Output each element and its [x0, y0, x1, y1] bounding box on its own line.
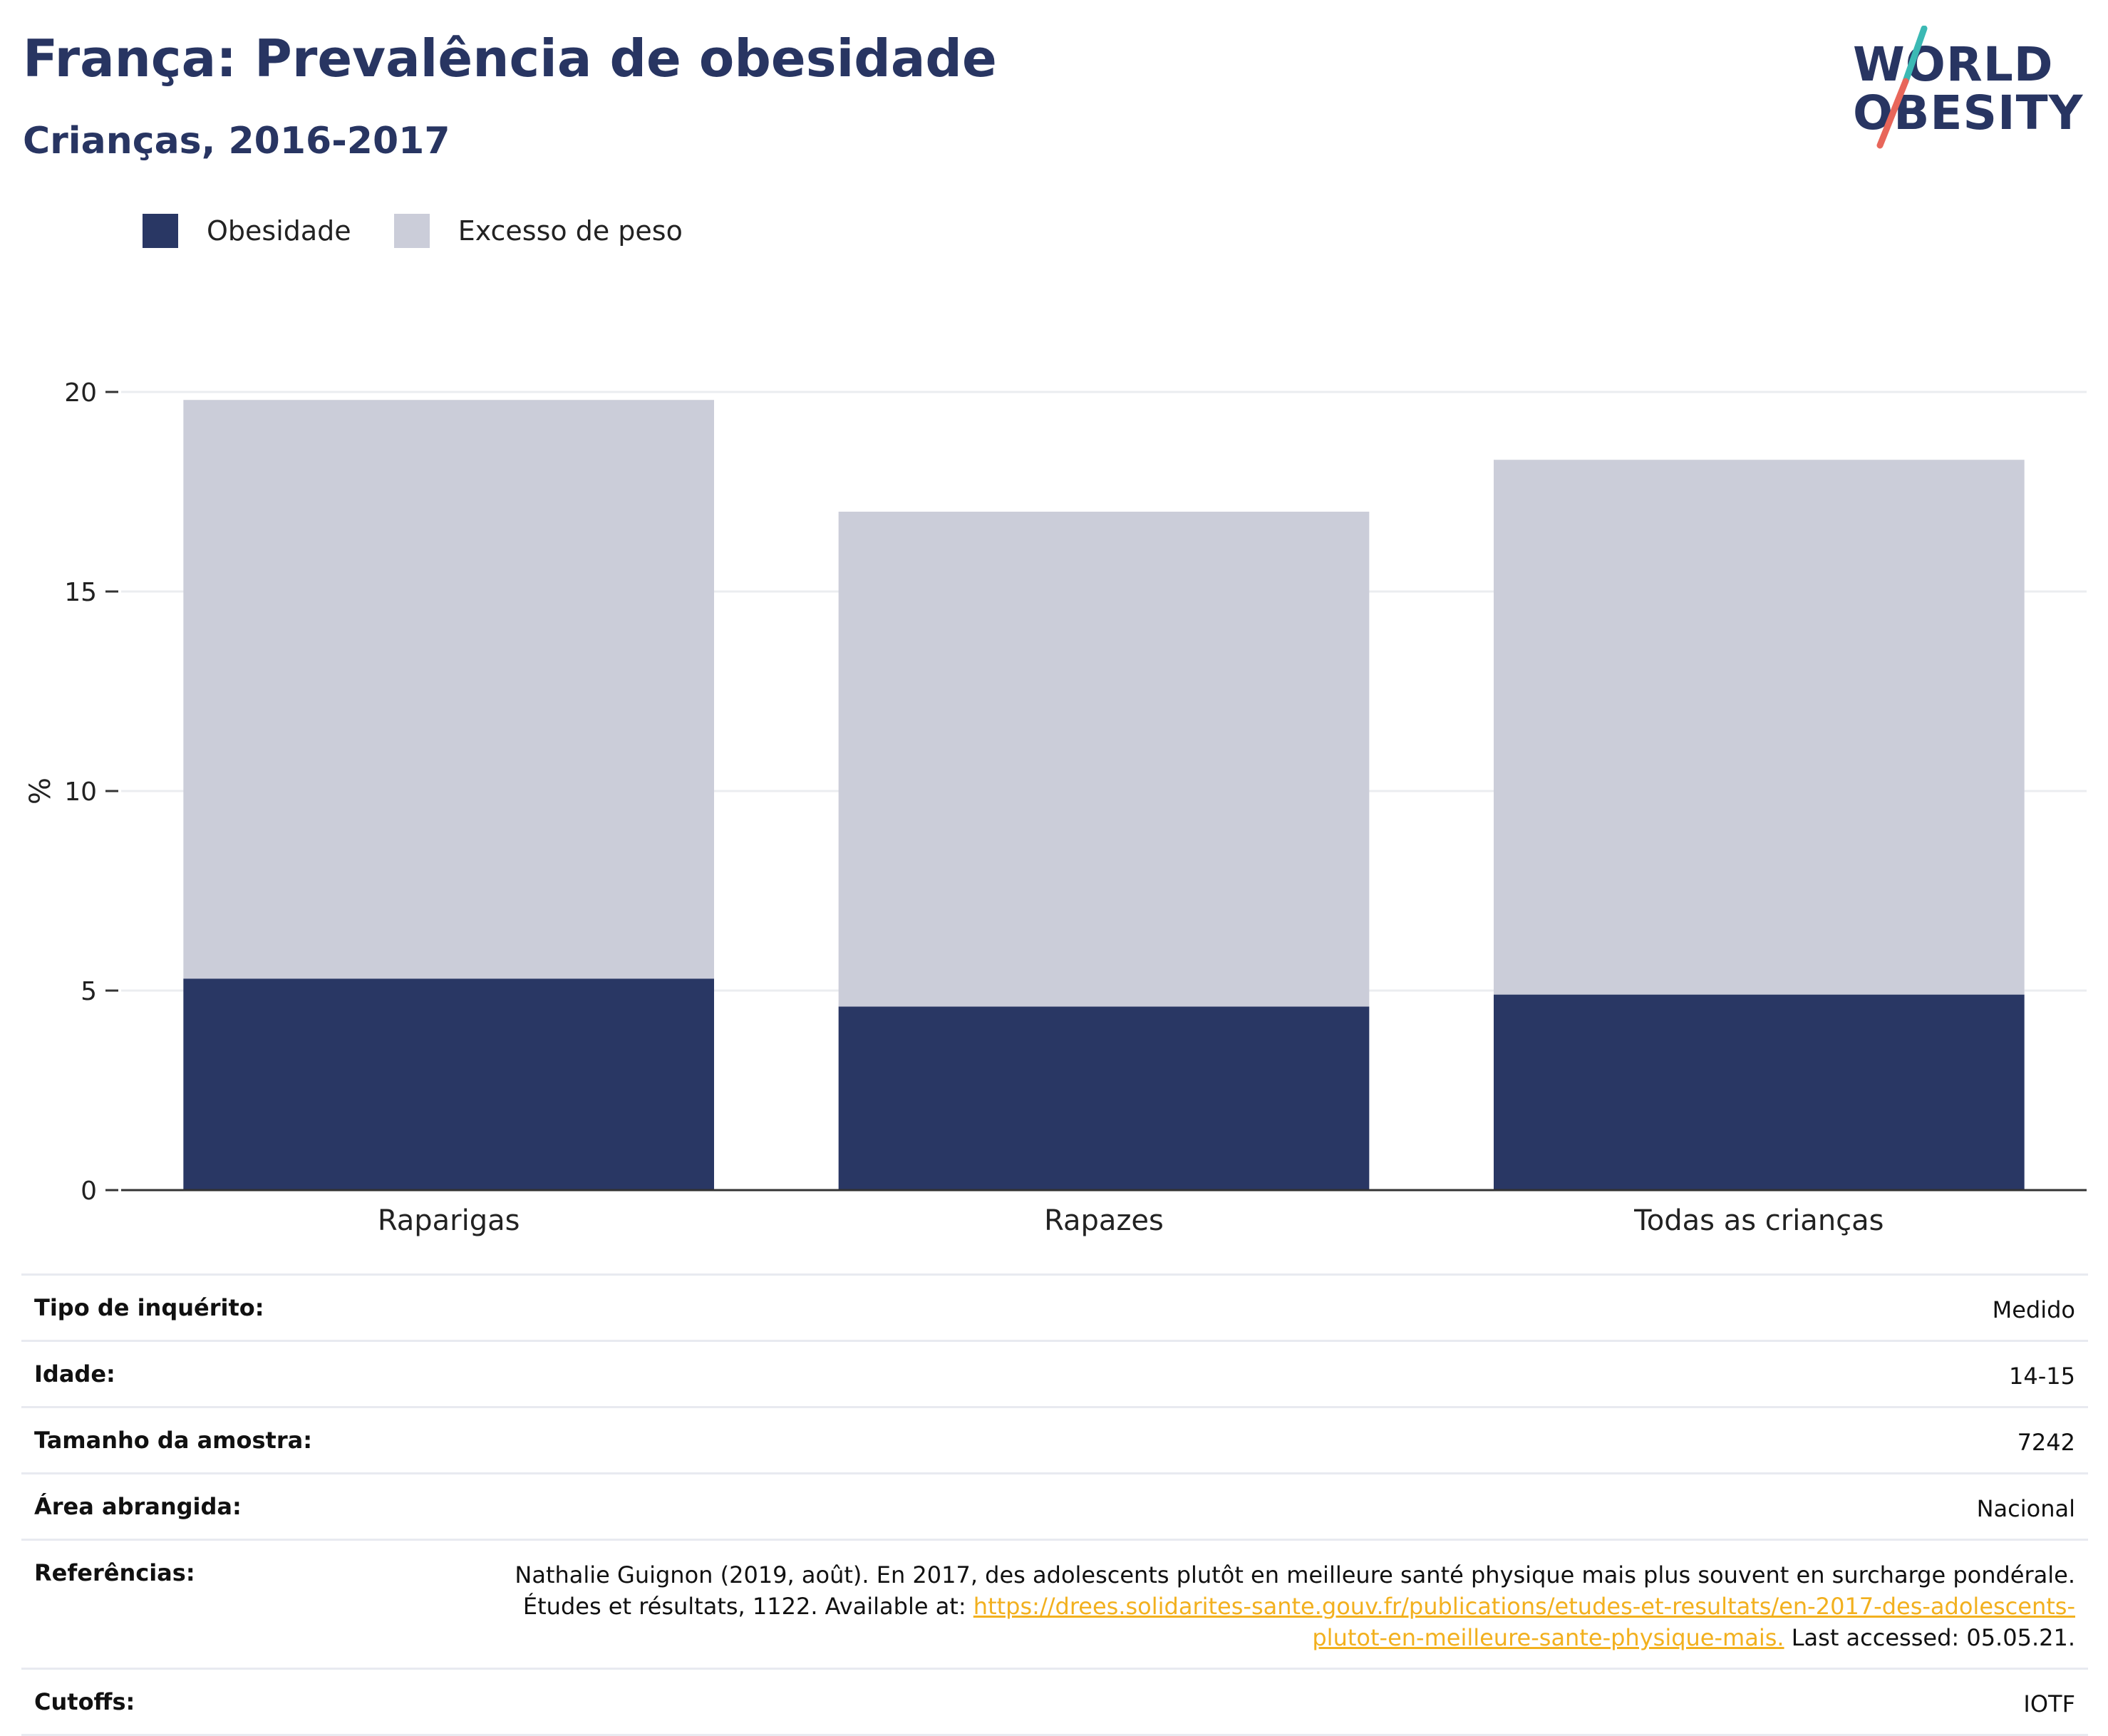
info-value-area: Nacional	[475, 1472, 2088, 1540]
logo-word-top: WORLD	[1853, 37, 2054, 92]
info-label-survey-type: Tipo de inquérito:	[21, 1273, 475, 1341]
info-row-references: Referências: Nathalie Guignon (2019, aoû…	[21, 1539, 2088, 1669]
y-tick-label: 5	[81, 977, 97, 1006]
chart-subtitle: Crianças, 2016-2017	[23, 120, 450, 162]
info-row-age: Idade: 14-15	[21, 1340, 2088, 1407]
legend-item-obesidade[interactable]: Obesidade	[143, 214, 351, 248]
survey-info-table: Tipo de inquérito: Medido Idade: 14-15 T…	[21, 1273, 2088, 1736]
bar-obesidade-1	[838, 1006, 1370, 1190]
info-value-cutoffs: IOTF	[475, 1668, 2088, 1736]
info-label-references: Referências:	[21, 1539, 475, 1669]
legend-swatch-excesso-de-peso	[393, 214, 430, 248]
info-value-age: 14-15	[475, 1340, 2088, 1407]
bar-obesidade-0	[183, 978, 714, 1190]
legend-label-excesso-de-peso: Excesso de peso	[458, 215, 683, 247]
x-category-label: Raparigas	[378, 1204, 520, 1237]
info-row-sample-size: Tamanho da amostra: 7242	[21, 1406, 2088, 1474]
info-label-sample-size: Tamanho da amostra:	[21, 1406, 475, 1474]
info-row-survey-type: Tipo de inquérito: Medido	[21, 1273, 2088, 1341]
info-value-survey-type: Medido	[475, 1273, 2088, 1341]
bar-excesso-de-peso-2	[1494, 460, 2025, 995]
legend-swatch-obesidade	[143, 214, 178, 248]
chart-title: França: Prevalência de obesidade	[23, 29, 997, 88]
bar-excesso-de-peso-1	[838, 512, 1370, 1007]
logo-slash-icon	[1876, 26, 1928, 149]
y-tick-label: 20	[64, 378, 97, 408]
world-obesity-logo: WORLD OBESITY	[1853, 26, 2095, 154]
info-label-age: Idade:	[21, 1340, 475, 1407]
references-link[interactable]: https://drees.solidarites-sante.gouv.fr/…	[973, 1593, 2075, 1651]
info-row-cutoffs: Cutoffs: IOTF	[21, 1668, 2088, 1736]
y-tick-label: 15	[64, 578, 97, 607]
info-label-area: Área abrangida:	[21, 1472, 475, 1540]
bar-excesso-de-peso-0	[183, 400, 714, 979]
y-tick-label: 10	[64, 777, 97, 807]
x-category-label: Rapazes	[1044, 1204, 1164, 1237]
stacked-bar-chart: 0 5 10 15 20% Raparigas Rapazes Todas as crianç…	[24, 378, 2087, 1237]
references-last-accessed: Last accessed: 05.05.21.	[1791, 1624, 2075, 1651]
bar-obesidade-2	[1494, 994, 2025, 1190]
info-value-sample-size: 7242	[475, 1406, 2088, 1474]
y-axis-label: %	[24, 777, 57, 805]
legend-label-obesidade: Obesidade	[207, 215, 351, 247]
info-row-area: Área abrangida: Nacional	[21, 1472, 2088, 1540]
legend-item-excesso-de-peso[interactable]: Excesso de peso	[393, 214, 683, 248]
info-value-references: Nathalie Guignon (2019, août). En 2017, …	[475, 1539, 2088, 1669]
y-tick-label: 0	[81, 1177, 97, 1206]
x-category-label: Todas as crianças	[1633, 1204, 1884, 1237]
references-text: Nathalie Guignon (2019, août). En 2017, …	[515, 1561, 2075, 1620]
info-label-cutoffs: Cutoffs:	[21, 1668, 475, 1736]
chart-legend: Obesidade Excesso de peso	[143, 212, 725, 249]
